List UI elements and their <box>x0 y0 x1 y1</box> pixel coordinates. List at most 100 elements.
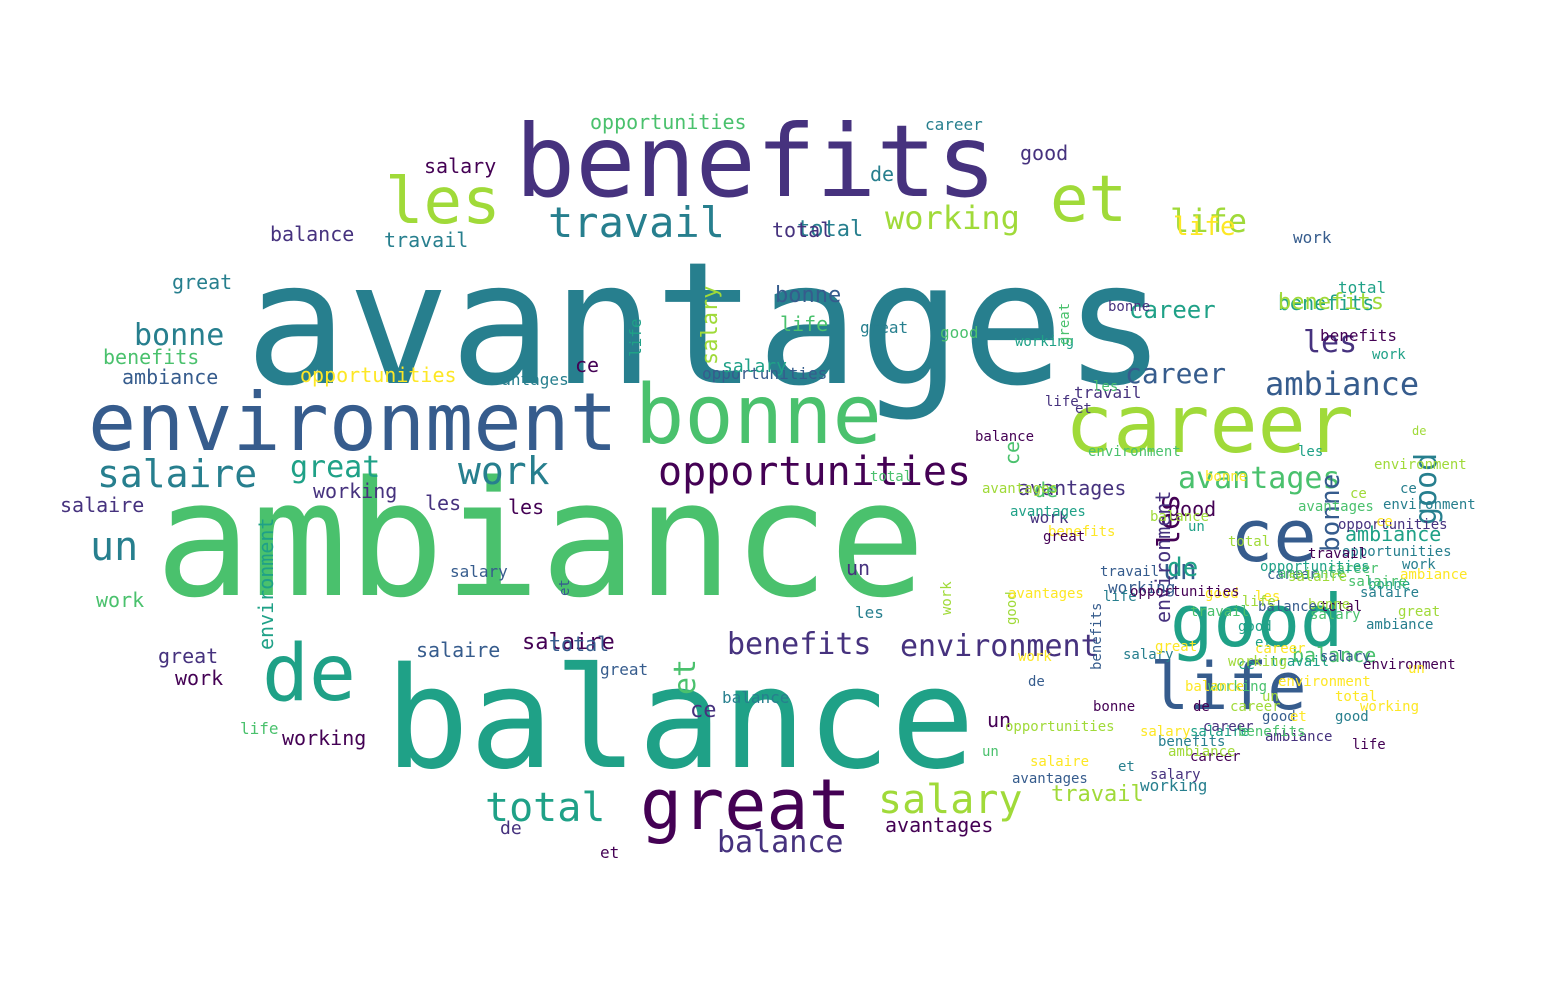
cloud-word: travail <box>384 228 469 252</box>
cloud-word: work <box>1293 228 1332 247</box>
cloud-word: ambiance <box>1265 729 1333 745</box>
cloud-word: life <box>626 318 645 357</box>
cloud-word: bonne <box>775 283 842 308</box>
cloud-word: un <box>1163 553 1197 586</box>
cloud-word: life <box>1150 650 1307 725</box>
cloud-word: environment <box>88 376 618 469</box>
cloud-word: work <box>1018 649 1052 665</box>
cloud-word: benefits <box>1158 734 1226 750</box>
cloud-word: et <box>600 843 620 862</box>
cloud-word: balance <box>1185 679 1245 695</box>
cloud-word: environment <box>1374 457 1467 473</box>
cloud-word: career <box>1230 699 1281 715</box>
cloud-word: salaire <box>1030 754 1090 770</box>
cloud-word: work <box>458 449 550 493</box>
cloud-word: working <box>1360 699 1420 715</box>
cloud-word: work <box>175 666 224 690</box>
cloud-word: ce <box>575 353 600 377</box>
cloud-word: les <box>1298 444 1324 460</box>
cloud-word: bonne <box>1205 469 1248 485</box>
cloud-word: salary <box>1123 647 1174 663</box>
cloud-word: salaire <box>1348 574 1408 590</box>
cloud-word: ambiance <box>1168 744 1236 760</box>
cloud-word: un <box>987 708 1012 732</box>
cloud-word: great <box>600 660 649 679</box>
cloud-word: life <box>1242 594 1276 610</box>
cloud-word: environment <box>254 517 278 650</box>
cloud-word: working <box>885 199 1020 237</box>
cloud-word: salary <box>722 356 788 377</box>
cloud-word: benefits <box>515 103 997 220</box>
cloud-word: career <box>1328 561 1379 577</box>
cloud-word: salary <box>1140 724 1191 740</box>
cloud-word: benefits <box>1089 602 1105 670</box>
cloud-word: salaire <box>416 638 501 662</box>
cloud-word: ambiance <box>1278 566 1346 582</box>
cloud-word: bonne <box>635 368 882 463</box>
cloud-word: et <box>1050 163 1128 237</box>
cloud-word: avantages <box>885 813 994 837</box>
cloud-word: total <box>1320 599 1363 615</box>
cloud-word: les <box>425 491 462 515</box>
cloud-word: salary <box>1150 767 1201 783</box>
cloud-word: balance <box>1258 599 1318 615</box>
cloud-word: ce <box>1376 514 1393 530</box>
cloud-word: les <box>385 165 501 239</box>
cloud-word: ambiance <box>1400 567 1468 583</box>
cloud-word: total <box>797 217 864 242</box>
cloud-word: un <box>1262 689 1279 705</box>
cloud-word: bonne <box>1108 299 1151 315</box>
cloud-word: bonne <box>134 318 225 353</box>
cloud-word: les <box>508 495 545 519</box>
cloud-word: un <box>1188 519 1205 535</box>
cloud-word: career <box>1255 641 1306 657</box>
cloud-word: life <box>1170 202 1248 240</box>
cloud-word: balance <box>1292 643 1377 667</box>
cloud-word: working <box>1140 776 1208 795</box>
cloud-word: de <box>1167 553 1199 583</box>
cloud-word: ambiance <box>1345 522 1442 546</box>
cloud-word: life <box>1103 589 1137 605</box>
cloud-word: avantages <box>1008 586 1084 602</box>
cloud-word: great <box>640 764 851 846</box>
cloud-word: et <box>557 579 573 596</box>
cloud-word: great <box>158 644 219 668</box>
cloud-word: opportunities <box>658 449 972 495</box>
cloud-word: balance <box>1150 509 1210 525</box>
cloud-word: career <box>1065 378 1354 471</box>
cloud-word: benefits <box>1278 290 1384 315</box>
cloud-word: balance <box>717 825 844 860</box>
cloud-word: good <box>1168 497 1217 521</box>
cloud-word: life <box>1352 737 1386 753</box>
cloud-word: benefits <box>1048 524 1116 540</box>
cloud-word: ce <box>1350 486 1367 502</box>
cloud-word: work <box>96 588 145 612</box>
cloud-word: avantages <box>1298 499 1374 515</box>
cloud-word: bonne <box>1368 577 1411 593</box>
cloud-word: ce <box>1400 481 1417 497</box>
cloud-word: salaire <box>97 452 258 496</box>
cloud-word: et <box>1255 635 1272 651</box>
cloud-word: salary <box>450 562 508 581</box>
cloud-word: environment <box>1383 497 1476 513</box>
cloud-word: work <box>1402 557 1436 573</box>
cloud-word: opportunities <box>300 363 457 387</box>
cloud-word: career <box>1190 749 1241 765</box>
cloud-word: balance <box>385 638 976 801</box>
cloud-word: great <box>860 318 909 337</box>
cloud-word: life <box>240 719 279 738</box>
cloud-word: opportunities <box>1130 584 1240 600</box>
cloud-word: good <box>1205 586 1239 602</box>
cloud-word: good <box>1262 709 1296 725</box>
cloud-word: environment <box>1088 444 1181 460</box>
cloud-word: et <box>668 658 703 695</box>
cloud-word: ambiance <box>1265 365 1420 403</box>
cloud-word: total <box>1338 278 1387 297</box>
cloud-word: salary <box>1310 607 1361 623</box>
cloud-word: opportunities <box>1338 517 1448 533</box>
cloud-word: balance <box>975 429 1035 445</box>
cloud-word: opportunities <box>590 110 747 134</box>
cloud-word: great <box>1043 529 1086 545</box>
cloud-word: les <box>1255 589 1281 605</box>
cloud-word: working <box>1208 679 1268 695</box>
